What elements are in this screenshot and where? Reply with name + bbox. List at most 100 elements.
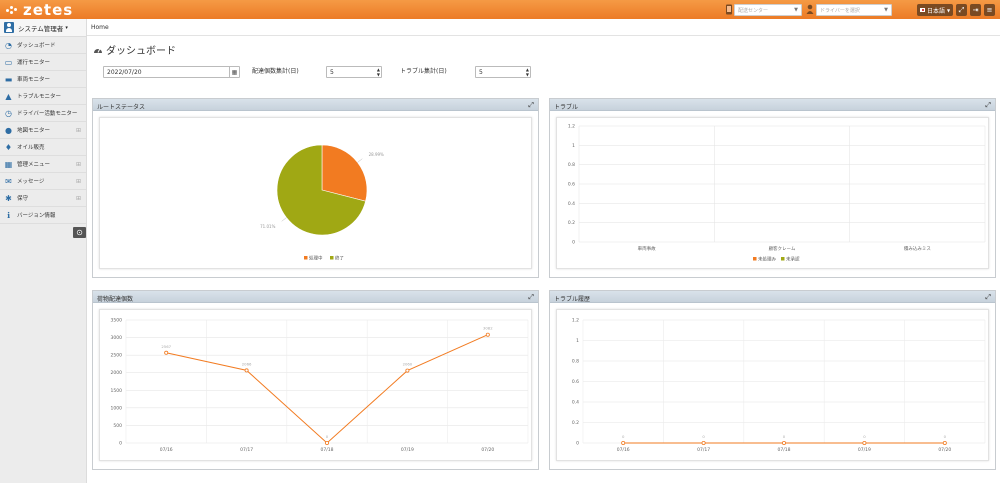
x-tick-label: 07/16	[160, 447, 173, 453]
date-value: 2022/07/20	[107, 69, 142, 76]
sidebar-item-label: メッセージ	[17, 179, 45, 185]
y-tick-label: 2000	[111, 370, 123, 376]
sidebar: システム管理者 ▾ ◔ ダッシュボード ▭ 運行モニター ▬ 車両モニター ▲ トラブルモニタ…	[0, 19, 87, 483]
y-tick-label: 0.2	[568, 220, 575, 226]
y-tick-label: 1.2	[572, 318, 579, 324]
delivery-count-panel: 荷物配達個数 ⤢ 0 500 1000 1500 2000 2500 3000 3500 256…	[92, 290, 539, 470]
sidebar-collapse-button[interactable]: ⊙	[73, 227, 86, 238]
x-tick-label: 07/19	[858, 447, 871, 453]
sidebar-item[interactable]: ▲ トラブルモニター	[0, 88, 86, 105]
spinner-arrows-icon[interactable]: ▲ ▼	[525, 67, 529, 77]
pie-data-label: 71.01%	[260, 224, 275, 229]
date-input[interactable]: 2022/07/20 ▦	[103, 66, 240, 78]
menu-button[interactable]: ≡	[984, 4, 995, 16]
y-tick-label: 0.6	[572, 379, 579, 385]
sidebar-item[interactable]: ◔ ダッシュボード	[0, 37, 86, 54]
maximize-icon[interactable]: ⤢	[985, 293, 991, 301]
data-point	[405, 368, 410, 373]
language-button[interactable]: 日本語 ▼	[917, 4, 953, 16]
mobile-icon	[726, 4, 732, 15]
trouble-panel: トラブル ⤢ 0 0.2 0.4 0.6 0.8 1 1.2 車両事故 顧客クレーム 積み込みミス…	[549, 98, 996, 278]
top-bar: zetes 配送センター ▼ ドライバーを選択 ▼ 日本語 ▼ ⤢ ⇥ ≡	[0, 0, 1000, 19]
sidebar-item[interactable]: ◷ ドライバー活動モニター	[0, 105, 86, 122]
data-point	[621, 440, 626, 445]
pie-label-connector	[281, 217, 287, 222]
maximize-icon[interactable]: ⤢	[528, 293, 534, 301]
data-point	[701, 440, 706, 445]
sidebar-item[interactable]: ℹ バージョン情報	[0, 207, 86, 224]
y-tick-label: 0.8	[572, 359, 579, 365]
maximize-icon[interactable]: ⤢	[985, 101, 991, 109]
legend-label: 未承認	[786, 256, 800, 263]
flag-icon	[920, 8, 925, 12]
delivery-count-line-chart: 0 500 1000 1500 2000 2500 3000 3500 2567 07/16 206…	[111, 318, 529, 453]
data-point	[485, 332, 490, 337]
fullscreen-button[interactable]: ⤢	[956, 4, 967, 16]
sidebar-item[interactable]: ▬ 車両モニター	[0, 71, 86, 88]
table-icon: ▦	[4, 159, 13, 169]
x-tick-label: 07/17	[240, 447, 253, 453]
data-point	[324, 440, 329, 445]
delivery-count-spinner[interactable]: 5 ▲ ▼	[326, 66, 382, 78]
y-tick-label: 500	[113, 423, 122, 429]
logout-button[interactable]: ⇥	[970, 4, 981, 16]
page-title: ダッシュボード	[93, 42, 176, 57]
center-select[interactable]: 配送センター ▼	[734, 4, 802, 16]
driver-select[interactable]: ドライバーを選択 ▼	[816, 4, 892, 16]
legend-swatch	[330, 256, 334, 260]
sidebar-item[interactable]: ▦ 管理メニュー ⊞	[0, 156, 86, 173]
maximize-icon[interactable]: ⤢	[528, 101, 534, 109]
sidebar-item[interactable]: ✱ 保守 ⊞	[0, 190, 86, 207]
sidebar-user[interactable]: システム管理者 ▾	[0, 19, 86, 37]
sidebar-item-label: 管理メニュー	[17, 162, 51, 168]
data-label: 0	[783, 434, 786, 439]
center-select-placeholder: 配送センター	[738, 8, 769, 14]
pie-slice	[321, 144, 368, 202]
sidebar-item[interactable]: ● 地図モニター ⊞	[0, 122, 86, 139]
dashboard-icon	[94, 48, 102, 53]
monitor-icon: ▭	[4, 57, 13, 67]
x-tick-label: 07/18	[778, 447, 791, 453]
panel-title: トラブル	[554, 104, 579, 111]
x-tick-label: 07/20	[481, 447, 494, 453]
gear-icon: ✱	[5, 193, 12, 203]
sidebar-item[interactable]: ♦ オイル販売	[0, 139, 86, 156]
y-tick-label: 3000	[111, 335, 123, 341]
y-tick-label: 3500	[111, 318, 123, 324]
y-tick-label: 0.4	[568, 201, 575, 207]
breadcrumb-home[interactable]: Home	[91, 24, 109, 31]
data-point	[244, 368, 249, 373]
spinner-arrows-icon[interactable]: ▲ ▼	[376, 67, 380, 77]
chevron-down-icon: ▼	[794, 7, 798, 13]
data-label: 3082	[483, 326, 493, 331]
route-status-pie-chart: 28.99% 71.01% 処理中 終了	[260, 144, 384, 262]
logout-icon: ⇥	[972, 6, 979, 14]
legend-swatch	[781, 257, 785, 261]
data-label: 2066	[242, 361, 252, 366]
sidebar-item-label: オイル販売	[17, 145, 45, 151]
sidebar-user-name: システム管理者	[18, 24, 64, 33]
data-point	[862, 440, 867, 445]
y-tick-label: 1	[572, 143, 575, 149]
driver-select-placeholder: ドライバーを選択	[820, 8, 860, 14]
data-label: 2567	[161, 344, 171, 349]
panel-header: トラブル ⤢	[550, 99, 995, 111]
y-tick-label: 0.2	[572, 420, 579, 426]
data-label: 0	[326, 434, 329, 439]
map-pin-icon: ●	[5, 125, 12, 135]
mail-icon: ✉	[5, 176, 12, 186]
sidebar-item-label: ドライバー活動モニター	[17, 111, 78, 117]
sidebar-item-label: 車両モニター	[17, 77, 51, 83]
trouble-count-spinner[interactable]: 5 ▲ ▼	[475, 66, 531, 78]
y-tick-label: 1.2	[568, 124, 575, 130]
delivery-count-label: 配達個数集計(日)	[252, 68, 299, 75]
sidebar-item[interactable]: ✉ メッセージ ⊞	[0, 173, 86, 190]
legend-label: 処理中	[309, 255, 323, 262]
warning-icon: ▲	[5, 91, 12, 101]
panel-header: ルートステータス ⤢	[93, 99, 538, 111]
sidebar-item[interactable]: ▭ 運行モニター	[0, 54, 86, 71]
calendar-icon[interactable]: ▦	[229, 67, 239, 77]
sidebar-item-label: 保守	[17, 196, 29, 202]
zetes-logo[interactable]: zetes	[6, 0, 74, 19]
logo-text: zetes	[23, 0, 74, 19]
